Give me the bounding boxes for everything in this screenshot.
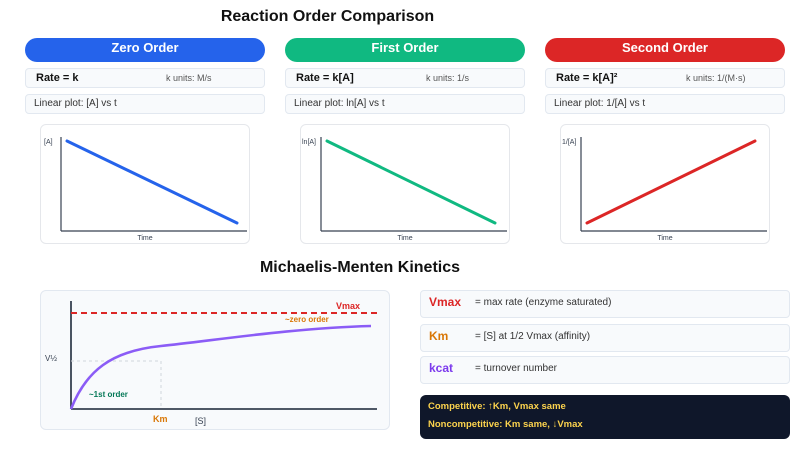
first-order-line	[325, 139, 497, 225]
michaelis-menten-title: Michaelis-Menten Kinetics	[259, 259, 461, 276]
km-label: Km	[153, 414, 168, 424]
kcat-definition: kcat = turnover number	[420, 356, 790, 384]
linear-plot-label: Linear plot: [A] vs t	[34, 98, 117, 109]
second-order-chart: 1/[A] Time	[560, 124, 770, 244]
second-order-plot-box: Linear plot: 1/[A] vs t	[545, 94, 785, 114]
second-order-plot-svg: 1/[A] Time	[562, 137, 767, 242]
first-order-region-label: ~1st order	[89, 390, 128, 399]
km-description: = [S] at 1/2 Vmax (affinity)	[475, 331, 591, 342]
vmax-definition: Vmax = max rate (enzyme saturated)	[420, 290, 790, 318]
first-order-chart: ln[A] Time	[300, 124, 510, 244]
rate-equation: Rate = k[A]	[296, 72, 354, 84]
zero-order-plot-box: Linear plot: [A] vs t	[25, 94, 265, 114]
k-units: k units: 1/(M·s)	[686, 73, 746, 83]
mm-plot-svg: Vmax ~zero order ~1st order V½ Km [S]	[45, 301, 377, 426]
x-axis-label: Time	[657, 235, 672, 242]
rate-equation: Rate = k	[36, 72, 79, 84]
second-order-header: Second Order	[545, 38, 785, 62]
inhibition-summary: Competitive: ↑Km, Vmax same Noncompetiti…	[420, 395, 790, 439]
second-order-line	[585, 139, 757, 225]
zero-order-plot-svg: [A] Time	[44, 137, 247, 242]
k-units: k units: M/s	[166, 73, 212, 83]
half-vmax-label: V½	[45, 354, 57, 363]
competitive-inhibition: Competitive: ↑Km, Vmax same	[428, 401, 566, 412]
linear-plot-label: Linear plot: ln[A] vs t	[294, 98, 385, 109]
zero-order-line	[65, 139, 239, 225]
rate-equation: Rate = k[A]²	[556, 72, 618, 84]
k-units: k units: 1/s	[426, 73, 470, 83]
x-axis-label: Time	[137, 235, 152, 242]
reaction-order-title: Reaction Order Comparison	[220, 8, 435, 25]
first-order-plot-svg: ln[A] Time	[302, 137, 507, 242]
substrate-axis-label: [S]	[195, 416, 206, 426]
second-order-rate-box: Rate = k[A]² k units: 1/(M·s)	[545, 68, 785, 88]
zero-order-region-label: ~zero order	[285, 315, 329, 324]
michaelis-menten-chart: Vmax ~zero order ~1st order V½ Km [S]	[40, 290, 390, 430]
y-axis-label: ln[A]	[302, 139, 316, 146]
zero-order-rate-box: Rate = k k units: M/s	[25, 68, 265, 88]
km-definition: Km = [S] at 1/2 Vmax (affinity)	[420, 324, 790, 352]
y-axis-label: [A]	[44, 139, 53, 146]
vmax-label: Vmax	[336, 301, 360, 311]
noncompetitive-inhibition: Noncompetitive: Km same, ↓Vmax	[428, 419, 583, 430]
first-order-rate-box: Rate = k[A] k units: 1/s	[285, 68, 525, 88]
linear-plot-label: Linear plot: 1/[A] vs t	[554, 98, 646, 109]
kcat-description: = turnover number	[475, 363, 557, 374]
kcat-symbol: kcat	[429, 361, 454, 375]
x-axis-label: Time	[397, 235, 412, 242]
km-symbol: Km	[429, 329, 449, 343]
y-axis-label: 1/[A]	[562, 139, 576, 146]
vmax-description: = max rate (enzyme saturated)	[475, 297, 612, 308]
zero-order-chart: [A] Time	[40, 124, 250, 244]
first-order-header: First Order	[285, 38, 525, 62]
first-order-plot-box: Linear plot: ln[A] vs t	[285, 94, 525, 114]
vmax-symbol: Vmax	[429, 295, 462, 309]
zero-order-header: Zero Order	[25, 38, 265, 62]
mm-curve	[69, 324, 372, 410]
